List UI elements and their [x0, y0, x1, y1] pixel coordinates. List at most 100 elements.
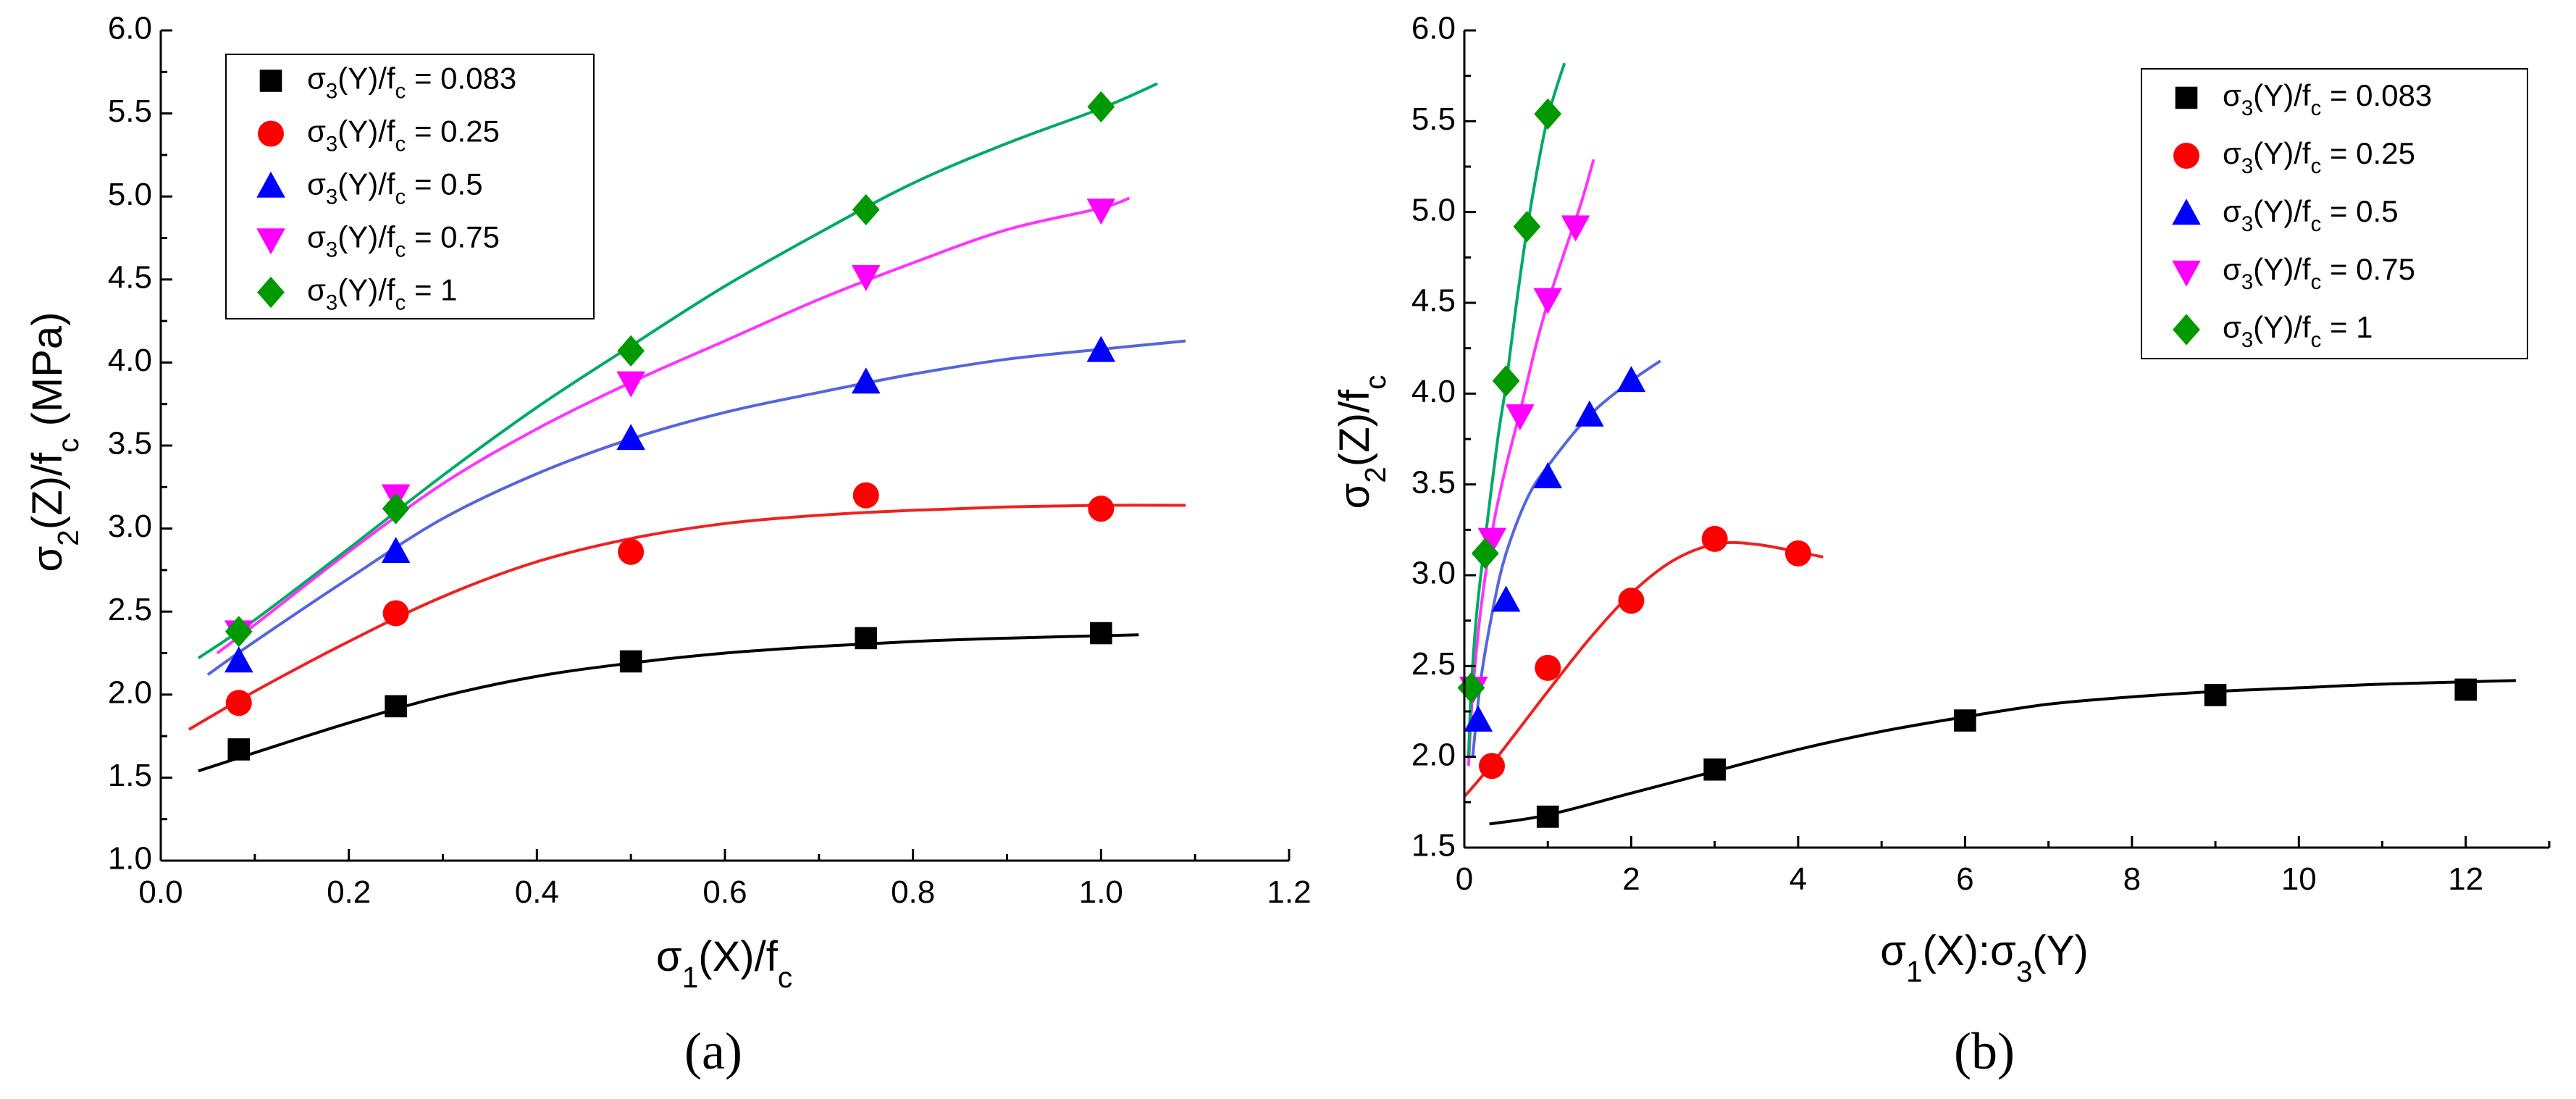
legend-marker — [258, 120, 284, 147]
legend-marker — [257, 276, 285, 309]
data-point — [617, 335, 645, 367]
x-axis-title: σ1(X):σ3(Y) — [1880, 927, 2089, 988]
legend-label: σ3(Y)/fc = 0.25 — [2223, 136, 2415, 178]
data-point — [1954, 709, 1976, 732]
legend-marker — [2175, 86, 2198, 109]
fit-line — [206, 339, 1186, 676]
y-tick-label: 1.0 — [108, 841, 152, 877]
x-tick-label: 1.0 — [1079, 874, 1123, 910]
y-tick-label: 3.0 — [108, 509, 152, 544]
y-tick-label: 3.5 — [1411, 464, 1456, 500]
data-point — [1477, 527, 1507, 554]
x-tick-label: 0 — [1456, 861, 1473, 897]
chart-panel-a: 1.0 1.5 2.0 2.5 3.0 3.5 4.0 4.5 5.0 5.5 6.0 0.0 0.2 0… — [24, 11, 1312, 1080]
y-tick-label: 3.0 — [1411, 556, 1456, 591]
y-tick-label: 5.5 — [1411, 101, 1456, 137]
legend-marker — [256, 228, 285, 255]
x-tick-label: 10 — [2281, 861, 2317, 897]
data-point — [1086, 199, 1116, 225]
data-point — [225, 616, 253, 648]
data-point — [1703, 758, 1726, 781]
fit-line — [1471, 359, 1661, 757]
data-point — [224, 646, 253, 673]
legend-box — [2141, 68, 2528, 359]
y-tick-label: 2.5 — [1411, 646, 1456, 682]
x-tick-label: 0.8 — [891, 874, 935, 910]
x-tick-label: 4 — [1790, 861, 1807, 897]
y-tick-label: 2.0 — [108, 674, 152, 710]
data-point — [1701, 525, 1728, 552]
x-tick-label: 8 — [2123, 861, 2141, 897]
data-point — [382, 493, 410, 525]
legend-marker — [2173, 314, 2200, 346]
x-tick-label: 0.0 — [138, 874, 182, 910]
legend-label: σ3(Y)/fc = 0.083 — [2223, 78, 2432, 120]
data-point — [225, 690, 252, 716]
data-point — [381, 536, 411, 563]
legend-marker — [2172, 199, 2201, 225]
y-axis-title: σ2(Z)/fc — [1331, 375, 1392, 509]
y-tick-label: 4.5 — [108, 259, 152, 295]
legend-marker — [259, 70, 282, 92]
data-point — [1618, 588, 1645, 614]
data-point — [227, 738, 251, 761]
data-point — [1513, 211, 1541, 243]
data-point — [1491, 585, 1521, 612]
x-tick-label: 2 — [1622, 861, 1640, 897]
y-tick-label: 6.0 — [1411, 11, 1456, 46]
x-tick-label: 0.4 — [515, 874, 559, 910]
x-tick-label: 0.6 — [702, 874, 747, 910]
data-point — [616, 424, 645, 451]
x-tick-label: 6 — [1956, 861, 1973, 897]
data-point — [1086, 335, 1116, 362]
y-tick-label: 2.0 — [1411, 737, 1456, 772]
y-tick-label: 4.0 — [108, 343, 152, 378]
y-tick-label: 5.5 — [108, 93, 152, 129]
legend-label: σ3(Y)/fc = 0.75 — [307, 220, 500, 262]
legend-label: σ3(Y)/fc = 0.5 — [2223, 194, 2399, 236]
data-point — [616, 371, 645, 398]
legend-label: σ3(Y)/fc = 0.25 — [307, 114, 500, 156]
y-axis-title: σ2(Z)/fc (MPa) — [24, 312, 85, 572]
data-point — [1534, 98, 1562, 130]
data-point — [382, 600, 409, 627]
data-point — [1506, 404, 1535, 431]
data-point — [852, 482, 879, 509]
data-point — [1575, 400, 1604, 427]
x-axis-title: σ1(X)/fc — [656, 933, 792, 994]
y-tick-label: 5.0 — [108, 177, 152, 212]
x-tick-label: 12 — [2448, 861, 2483, 897]
data-point — [1088, 496, 1115, 522]
legend-label: σ3(Y)/fc = 1 — [307, 273, 458, 315]
fit-line — [216, 196, 1130, 655]
fit-line — [197, 82, 1159, 660]
legend-marker — [2173, 143, 2199, 169]
legend-label: σ3(Y)/fc = 0.5 — [307, 167, 483, 209]
y-tick-label: 4.0 — [1411, 374, 1456, 409]
data-point — [851, 264, 881, 291]
legend-marker — [256, 171, 285, 198]
legend-label: σ3(Y)/fc = 0.083 — [307, 62, 516, 104]
data-point — [1561, 215, 1590, 242]
data-point — [1533, 288, 1563, 314]
legend-box — [225, 54, 595, 319]
legend-label: σ3(Y)/fc = 1 — [2223, 310, 2373, 352]
y-tick-label: 6.0 — [108, 11, 152, 46]
data-point — [2204, 684, 2227, 706]
data-point — [1492, 365, 1520, 397]
y-tick-label: 4.5 — [1411, 283, 1456, 319]
y-tick-label: 2.5 — [108, 592, 152, 627]
data-point — [619, 650, 642, 673]
data-point — [1479, 753, 1506, 780]
data-point — [1535, 654, 1561, 681]
data-point — [385, 695, 407, 718]
data-point — [1457, 672, 1485, 704]
x-tick-label: 1.2 — [1267, 874, 1311, 910]
data-point — [855, 627, 878, 650]
legend-marker — [2172, 260, 2201, 287]
y-tick-label: 1.5 — [108, 758, 152, 793]
data-point — [2454, 678, 2478, 701]
fit-line — [188, 503, 1186, 731]
data-point — [1464, 705, 1493, 732]
fit-line — [1467, 159, 1595, 766]
